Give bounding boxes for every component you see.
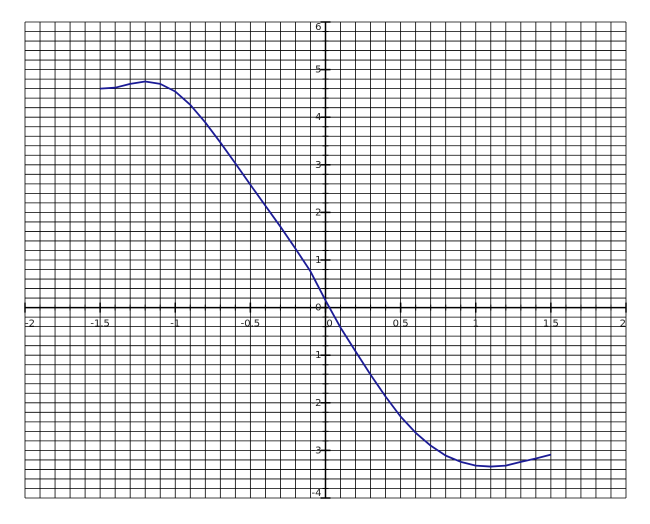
y-tick-label: -2 — [312, 398, 322, 409]
x-tick-label: 1.5 — [543, 319, 559, 330]
y-tick-label: 4 — [315, 112, 321, 123]
y-tick-label: 2 — [315, 207, 321, 218]
y-tick-label: -1 — [312, 350, 322, 361]
y-tick-label: 0 — [315, 303, 321, 314]
line — [100, 80, 552, 468]
y-tick-label: 1 — [315, 255, 321, 266]
x-tick-label: 0 — [326, 319, 332, 330]
y-tick-label: 5 — [315, 65, 321, 76]
x-tick-label: -1 — [170, 319, 180, 330]
x-tick-label: 2 — [620, 319, 626, 330]
x-tick-label: 1 — [473, 319, 479, 330]
x-tick-label: 0.5 — [393, 319, 409, 330]
x-tick-label: -2 — [25, 319, 35, 330]
y-tick-label: 6 — [315, 22, 321, 33]
y-tick-label: -3 — [312, 445, 322, 456]
x-tick-label: -0.5 — [241, 319, 261, 330]
x-tick-label: -1.5 — [90, 319, 110, 330]
y-tick-label: 3 — [315, 160, 321, 171]
y-tick-label: -4 — [312, 488, 322, 499]
